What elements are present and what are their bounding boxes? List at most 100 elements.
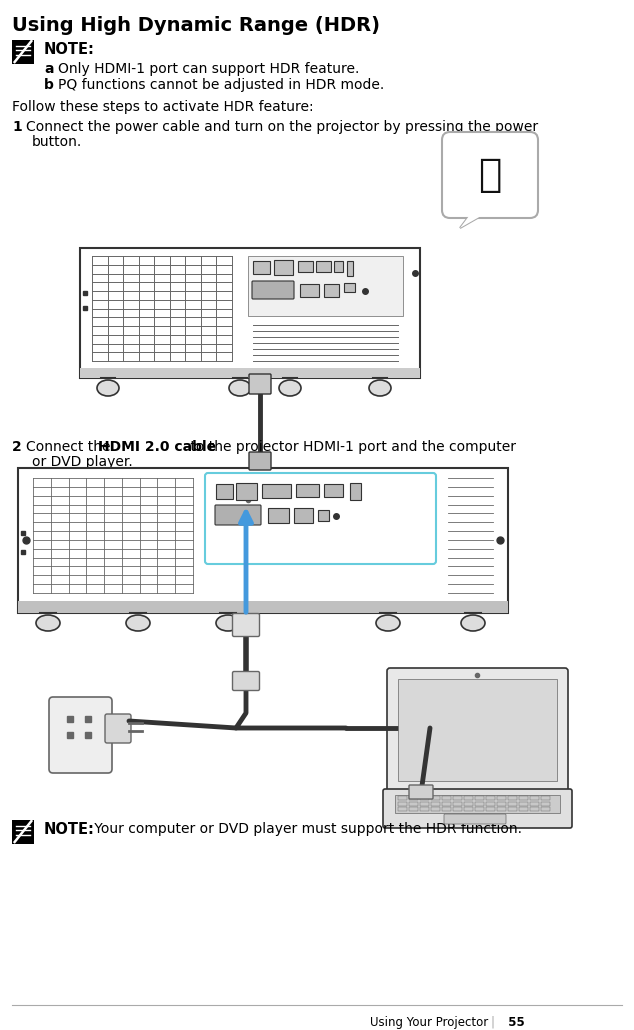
FancyBboxPatch shape bbox=[442, 801, 451, 805]
FancyBboxPatch shape bbox=[519, 801, 528, 805]
FancyBboxPatch shape bbox=[420, 806, 429, 811]
FancyBboxPatch shape bbox=[349, 482, 361, 500]
Ellipse shape bbox=[461, 615, 485, 631]
FancyBboxPatch shape bbox=[420, 801, 429, 805]
FancyBboxPatch shape bbox=[233, 476, 265, 515]
FancyBboxPatch shape bbox=[395, 795, 560, 813]
Text: Using High Dynamic Range (HDR): Using High Dynamic Range (HDR) bbox=[12, 16, 380, 35]
Text: Connect the power cable and turn on the projector by pressing the power: Connect the power cable and turn on the … bbox=[26, 121, 538, 134]
FancyBboxPatch shape bbox=[105, 714, 131, 743]
FancyBboxPatch shape bbox=[299, 283, 318, 297]
FancyBboxPatch shape bbox=[344, 282, 354, 291]
FancyBboxPatch shape bbox=[431, 796, 440, 800]
FancyBboxPatch shape bbox=[216, 483, 233, 499]
Text: 1: 1 bbox=[12, 121, 22, 134]
FancyBboxPatch shape bbox=[49, 697, 112, 772]
FancyBboxPatch shape bbox=[475, 806, 484, 811]
FancyBboxPatch shape bbox=[252, 261, 269, 274]
Text: Your computer or DVD player must support the HDR function.: Your computer or DVD player must support… bbox=[90, 822, 522, 836]
FancyBboxPatch shape bbox=[205, 473, 436, 564]
Text: ⏻: ⏻ bbox=[478, 156, 501, 194]
FancyBboxPatch shape bbox=[215, 505, 261, 525]
FancyBboxPatch shape bbox=[316, 261, 330, 272]
FancyBboxPatch shape bbox=[12, 820, 34, 845]
FancyBboxPatch shape bbox=[431, 801, 440, 805]
Text: PQ functions cannot be adjusted in HDR mode.: PQ functions cannot be adjusted in HDR m… bbox=[58, 78, 384, 92]
FancyBboxPatch shape bbox=[508, 801, 517, 805]
FancyBboxPatch shape bbox=[398, 806, 407, 811]
Ellipse shape bbox=[279, 380, 301, 396]
FancyBboxPatch shape bbox=[464, 796, 473, 800]
FancyBboxPatch shape bbox=[519, 796, 528, 800]
FancyBboxPatch shape bbox=[252, 281, 294, 299]
Text: NOTE:: NOTE: bbox=[44, 42, 95, 57]
FancyBboxPatch shape bbox=[420, 796, 429, 800]
Ellipse shape bbox=[369, 380, 391, 396]
FancyBboxPatch shape bbox=[453, 806, 462, 811]
Text: b: b bbox=[44, 78, 54, 92]
FancyBboxPatch shape bbox=[233, 614, 259, 637]
FancyBboxPatch shape bbox=[12, 40, 34, 64]
FancyBboxPatch shape bbox=[297, 261, 313, 272]
Text: button.: button. bbox=[32, 135, 82, 149]
FancyBboxPatch shape bbox=[497, 806, 506, 811]
FancyBboxPatch shape bbox=[273, 260, 292, 275]
FancyBboxPatch shape bbox=[248, 256, 403, 316]
FancyBboxPatch shape bbox=[508, 806, 517, 811]
FancyBboxPatch shape bbox=[464, 801, 473, 805]
FancyBboxPatch shape bbox=[442, 132, 538, 218]
FancyBboxPatch shape bbox=[442, 796, 451, 800]
FancyBboxPatch shape bbox=[464, 806, 473, 811]
FancyBboxPatch shape bbox=[347, 261, 353, 275]
FancyBboxPatch shape bbox=[409, 785, 433, 799]
FancyBboxPatch shape bbox=[323, 483, 342, 496]
FancyBboxPatch shape bbox=[530, 801, 539, 805]
FancyBboxPatch shape bbox=[486, 806, 495, 811]
FancyBboxPatch shape bbox=[398, 679, 557, 781]
FancyBboxPatch shape bbox=[261, 483, 290, 497]
FancyBboxPatch shape bbox=[453, 801, 462, 805]
FancyBboxPatch shape bbox=[398, 796, 407, 800]
FancyBboxPatch shape bbox=[295, 483, 318, 496]
Ellipse shape bbox=[36, 615, 60, 631]
FancyBboxPatch shape bbox=[444, 814, 506, 824]
Text: 55: 55 bbox=[500, 1016, 525, 1029]
FancyBboxPatch shape bbox=[249, 452, 271, 470]
FancyBboxPatch shape bbox=[235, 482, 257, 500]
Text: HDMI 2.0 cable: HDMI 2.0 cable bbox=[98, 440, 216, 454]
FancyBboxPatch shape bbox=[383, 789, 572, 828]
Polygon shape bbox=[460, 208, 495, 228]
FancyBboxPatch shape bbox=[541, 801, 550, 805]
Text: to the projector HDMI-1 port and the computer: to the projector HDMI-1 port and the com… bbox=[186, 440, 516, 454]
FancyBboxPatch shape bbox=[18, 468, 508, 613]
Text: 2: 2 bbox=[12, 440, 22, 454]
FancyBboxPatch shape bbox=[519, 806, 528, 811]
FancyBboxPatch shape bbox=[497, 796, 506, 800]
FancyBboxPatch shape bbox=[398, 801, 407, 805]
Text: NOTE:: NOTE: bbox=[44, 822, 95, 837]
Text: Using Your Projector: Using Your Projector bbox=[370, 1016, 488, 1029]
FancyBboxPatch shape bbox=[541, 796, 550, 800]
Ellipse shape bbox=[97, 380, 119, 396]
Polygon shape bbox=[460, 208, 495, 228]
Ellipse shape bbox=[126, 615, 150, 631]
FancyBboxPatch shape bbox=[249, 374, 271, 394]
FancyBboxPatch shape bbox=[409, 796, 418, 800]
Text: |: | bbox=[490, 1016, 494, 1029]
FancyBboxPatch shape bbox=[387, 668, 568, 794]
FancyBboxPatch shape bbox=[323, 283, 339, 297]
Text: a: a bbox=[44, 62, 53, 76]
FancyBboxPatch shape bbox=[442, 806, 451, 811]
FancyBboxPatch shape bbox=[497, 801, 506, 805]
FancyBboxPatch shape bbox=[508, 796, 517, 800]
Text: Only HDMI-1 port can support HDR feature.: Only HDMI-1 port can support HDR feature… bbox=[58, 62, 359, 76]
FancyBboxPatch shape bbox=[541, 806, 550, 811]
Ellipse shape bbox=[216, 615, 240, 631]
Text: Connect the: Connect the bbox=[26, 440, 115, 454]
FancyBboxPatch shape bbox=[475, 796, 484, 800]
FancyBboxPatch shape bbox=[18, 600, 508, 613]
FancyBboxPatch shape bbox=[409, 801, 418, 805]
FancyBboxPatch shape bbox=[294, 508, 313, 522]
FancyBboxPatch shape bbox=[475, 801, 484, 805]
FancyBboxPatch shape bbox=[409, 806, 418, 811]
